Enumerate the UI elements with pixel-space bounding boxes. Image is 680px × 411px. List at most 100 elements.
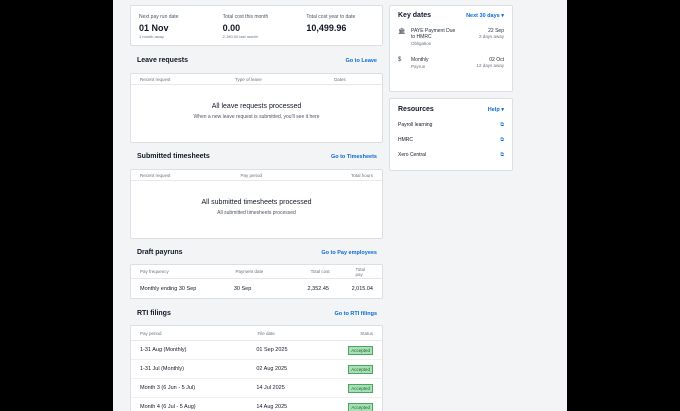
table-header: Recent request Type of leave Dates — [131, 74, 382, 85]
column-header: Recent request — [140, 76, 171, 82]
key-date-desc: PAYE Payment Due to HMRC Obligation — [408, 28, 479, 46]
section-title: RTI filings — [137, 310, 171, 317]
column-header: Type of leave — [235, 76, 262, 82]
column-header: Pay frequency — [140, 269, 169, 274]
table-header: Pay period File date Status — [131, 326, 382, 341]
rti-section-header: RTI filings Go to RTI filings — [137, 310, 377, 317]
pay-period: Month 4 (6 Jul - 5 Aug) — [140, 404, 196, 410]
table-row[interactable]: Monthly ending 30 Sep 30 Sep 2,352.45 2,… — [131, 279, 382, 299]
building-icon: 🏛 — [398, 29, 406, 35]
key-date-text: Monthly — [411, 57, 429, 63]
key-date-away: 12 days away — [476, 63, 504, 68]
file-date: 14 Jul 2025 — [256, 385, 285, 391]
payruns-section-header: Draft payruns Go to Pay employees — [137, 249, 377, 256]
table-row[interactable]: Month 3 (6 Jun - 5 Jul) 14 Jul 2025 Acce… — [131, 379, 382, 398]
key-date-item: 🏛 PAYE Payment Due to HMRC Obligation 22… — [390, 28, 512, 46]
key-date-when: 22 Sep 2 days away — [479, 28, 504, 39]
key-dates-header: Key dates Next 30 days ▾ — [390, 6, 512, 19]
file-date: 14 Aug 2025 — [256, 404, 288, 410]
table-header: Pay frequency Payment date Total cost To… — [131, 265, 382, 279]
dashboard-page: Next pay run date 01 Nov 1 month away To… — [113, 0, 567, 411]
leave-section-header: Leave requests Go to Leave — [137, 57, 377, 64]
pay-period: Month 3 (6 Jun - 5 Jul) — [140, 385, 196, 391]
external-link-icon: ⧉ — [500, 151, 504, 158]
chevron-down-icon: ▾ — [501, 106, 504, 113]
pay-period: 1-31 Aug (Monthly) — [140, 347, 187, 353]
empty-title: All leave requests processed — [211, 103, 302, 110]
rti-filings-card: Pay period File date Status 1-31 Aug (Mo… — [130, 325, 383, 411]
section-title: Submitted timesheets — [137, 153, 210, 160]
file-date: 02 Aug 2025 — [256, 366, 288, 372]
help-dropdown[interactable]: Help ▾ — [488, 107, 504, 113]
key-date-away: 2 days away — [478, 34, 504, 39]
go-to-pay-employees-link[interactable]: Go to Pay employees — [321, 249, 377, 256]
section-title: Key dates — [398, 12, 432, 19]
summary-sub: 1 month away — [139, 34, 164, 39]
date-range-dropdown[interactable]: Next 30 days ▾ — [466, 13, 504, 19]
go-to-rti-filings-link[interactable]: Go to RTI filings — [334, 310, 377, 317]
external-link-icon: ⧉ — [500, 136, 504, 143]
chevron-down-icon: ▾ — [501, 12, 504, 19]
resource-label: Xero Central — [398, 151, 427, 158]
key-date-sub: Obligation — [411, 41, 432, 46]
key-date-text: PAYE Payment Due to HMRC — [411, 28, 456, 40]
total-cost-month: Total cost this month 0.00 2,180.00 last… — [215, 6, 299, 45]
key-date-date: 02 Oct — [489, 57, 504, 63]
summary-label: Next pay run date — [139, 14, 179, 20]
key-date-desc: Monthly Payrun — [408, 57, 476, 69]
empty-state: All leave requests processed When a new … — [131, 85, 382, 120]
go-to-leave-link[interactable]: Go to Leave — [345, 57, 377, 64]
resources-header: Resources Help ▾ — [390, 99, 512, 117]
summary-label: Total cost year to date — [306, 14, 356, 20]
key-date-item: $ Monthly Payrun 02 Oct 12 days away — [390, 57, 512, 69]
section-title: Resources — [398, 106, 434, 113]
key-date-row: $ Monthly Payrun 02 Oct 12 days away — [390, 57, 512, 69]
column-header: Recent request — [140, 172, 171, 178]
resource-label: Payroll learning — [398, 121, 433, 128]
status-badge: Accepted — [348, 383, 373, 393]
table-row[interactable]: 1-31 Jul (Monthly) 02 Aug 2025 Accepted — [131, 360, 382, 379]
section-title: Draft payruns — [137, 249, 183, 256]
next-pay-run: Next pay run date 01 Nov 1 month away — [131, 6, 215, 45]
table-row[interactable]: 1-31 Aug (Monthly) 01 Sep 2025 Accepted — [131, 341, 382, 360]
empty-subtitle: When a new leave request is submitted, y… — [193, 114, 320, 120]
key-dates-card: Key dates Next 30 days ▾ 🏛 PAYE Payment … — [389, 5, 513, 92]
table-header: Recent request Pay period Total hours — [131, 170, 382, 181]
date-range-label: Next 30 days — [466, 12, 500, 19]
summary-value: 01 Nov — [139, 23, 169, 33]
column-header: Dates — [334, 76, 346, 82]
section-title: Leave requests — [137, 57, 188, 64]
summary-value: 0.00 — [222, 23, 241, 33]
column-header: Total hours — [350, 172, 373, 178]
summary-label: Total cost this month — [222, 14, 269, 20]
key-date-sub: Payrun — [411, 64, 426, 69]
resource-label: HMRC — [398, 136, 413, 143]
status-badge: Accepted — [348, 402, 373, 411]
resource-link-payroll-learning[interactable]: Payroll learning ⧉ — [390, 117, 512, 132]
pay-frequency: Monthly ending 30 Sep — [140, 286, 197, 292]
empty-subtitle: All submitted timesheets processed — [217, 210, 296, 216]
column-header: File date — [257, 330, 275, 336]
external-link-icon: ⧉ — [500, 121, 504, 128]
summary-value: 10,499.96 — [306, 23, 347, 33]
help-label: Help — [487, 106, 500, 113]
key-date-date: 22 Sep — [488, 28, 504, 34]
resource-link-hmrc[interactable]: HMRC ⧉ — [390, 132, 512, 147]
column-header: Payment date — [235, 269, 264, 274]
resource-link-xero-central[interactable]: Xero Central ⧉ — [390, 147, 512, 162]
column-header: Pay period — [140, 330, 162, 336]
pound-icon: $ — [398, 57, 402, 63]
summary-card: Next pay run date 01 Nov 1 month away To… — [130, 5, 383, 46]
total-pay: 2,015.04 — [351, 286, 373, 292]
timesheets-card: Recent request Pay period Total hours Al… — [130, 169, 383, 239]
status-badge: Accepted — [348, 364, 373, 374]
go-to-timesheets-link[interactable]: Go to Timesheets — [330, 153, 377, 160]
key-date-row: 🏛 PAYE Payment Due to HMRC Obligation 22… — [390, 28, 512, 46]
total-cost: 2,352.45 — [307, 286, 329, 292]
draft-payruns-card: Pay frequency Payment date Total cost To… — [130, 264, 383, 299]
empty-state: All submitted timesheets processed All s… — [131, 181, 382, 216]
leave-requests-card: Recent request Type of leave Dates All l… — [130, 73, 383, 143]
table-row[interactable]: Month 4 (6 Jul - 5 Aug) 14 Aug 2025 Acce… — [131, 398, 382, 411]
column-header: Pay period — [240, 172, 262, 178]
resources-card: Resources Help ▾ Payroll learning ⧉ HMRC… — [389, 98, 513, 171]
